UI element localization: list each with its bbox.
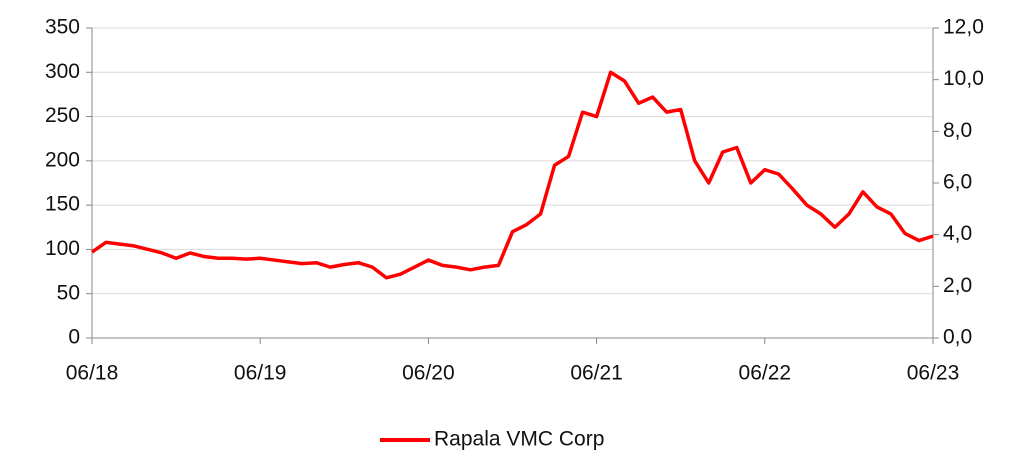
y-tick-label: 300 — [45, 60, 80, 83]
x-tick-label: 06/20 — [402, 362, 455, 385]
y2-tick-label: 4,0 — [943, 222, 972, 245]
y-tick-label: 350 — [45, 16, 80, 39]
y-tick-label: 200 — [45, 148, 80, 171]
y2-tick-label: 0,0 — [943, 326, 972, 349]
x-tick-label: 06/23 — [907, 362, 960, 385]
x-tick-label: 06/19 — [234, 362, 287, 385]
y-tick-label: 0 — [68, 326, 80, 349]
y2-tick-label: 8,0 — [943, 119, 972, 142]
y2-tick-label: 6,0 — [943, 171, 972, 194]
y2-tick-label: 2,0 — [943, 274, 972, 297]
x-tick-label: 06/21 — [570, 362, 623, 385]
y2-tick-label: 12,0 — [943, 16, 984, 39]
x-tick-label: 06/18 — [66, 362, 119, 385]
legend-label: Rapala VMC Corp — [434, 428, 604, 451]
y-tick-label: 250 — [45, 104, 80, 127]
y2-tick-label: 10,0 — [943, 67, 984, 90]
y-tick-label: 100 — [45, 237, 80, 260]
y-tick-label: 150 — [45, 193, 80, 216]
y-tick-label: 50 — [57, 281, 80, 304]
x-tick-label: 06/22 — [739, 362, 792, 385]
line — [91, 70, 934, 280]
